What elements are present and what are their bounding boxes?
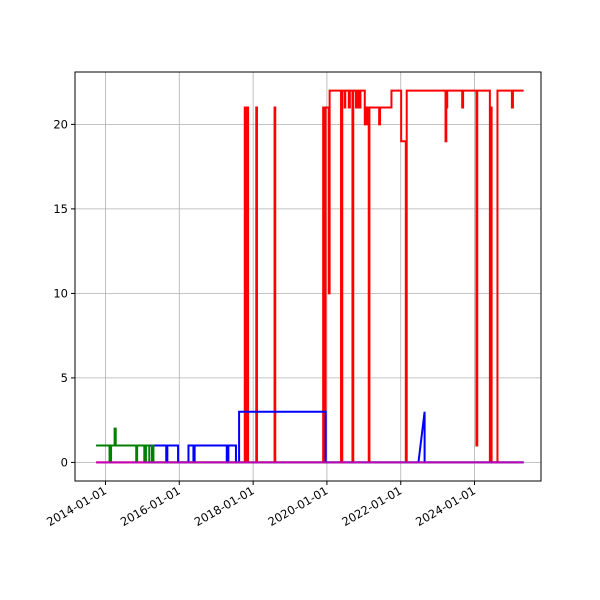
y-tick-label: 15 — [53, 202, 68, 216]
series-line-green — [96, 427, 524, 464]
y-tick-label: 5 — [61, 371, 68, 385]
y-tick-label: 10 — [53, 286, 68, 300]
plot-area — [96, 89, 524, 464]
series-line-red — [96, 89, 524, 464]
y-tick-label: 0 — [61, 455, 68, 469]
y-tick-label: 20 — [53, 117, 68, 131]
grid — [75, 72, 541, 481]
axes-frame — [74, 71, 542, 482]
series-line-blue — [96, 410, 524, 464]
